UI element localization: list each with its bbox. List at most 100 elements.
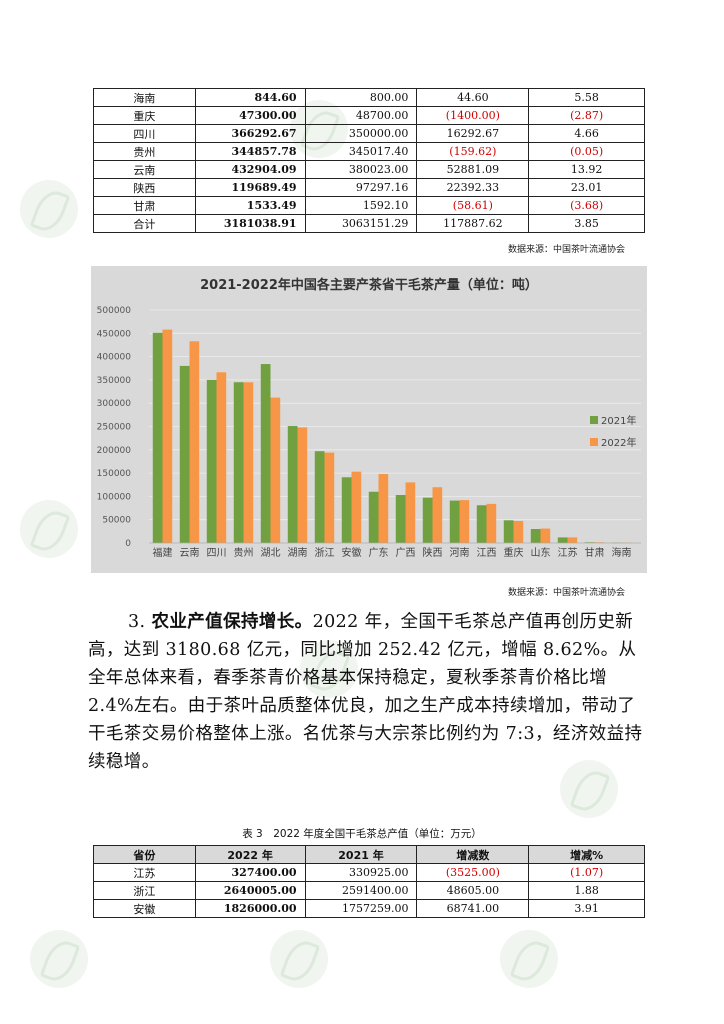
watermark-logo-icon	[270, 930, 328, 988]
y-tick-label: 500000	[97, 306, 132, 316]
x-tick-label: 安徽	[342, 546, 362, 559]
legend-swatch	[590, 438, 598, 446]
bar	[449, 500, 460, 543]
province-cell: 四川	[93, 124, 196, 143]
watermark-logo-icon	[30, 930, 88, 988]
province-cell: 合计	[93, 214, 196, 233]
province-cell: 甘肃	[93, 196, 196, 215]
x-tick-label: 陕西	[423, 546, 443, 559]
value-2022-cell: 3181038.91	[194, 214, 306, 233]
y-tick-label: 150000	[97, 469, 132, 479]
change-cell: (58.61)	[416, 196, 530, 215]
x-tick-label: 贵州	[234, 546, 254, 559]
column-header: 2022 年	[194, 845, 306, 864]
column-header: 增减数	[416, 845, 530, 864]
production-table: 海南 844.60 800.00 44.60 5.58 重庆 47300.00 48700.0…	[93, 88, 645, 233]
province-cell: 陕西	[93, 178, 196, 197]
change-pct-cell: (3.68)	[528, 196, 645, 215]
change-cell: (159.62)	[416, 142, 530, 161]
value-2021-cell: 345017.40	[304, 142, 418, 161]
x-tick-label: 广西	[396, 547, 416, 559]
bar	[503, 520, 514, 543]
bar	[314, 451, 325, 543]
legend-swatch	[590, 416, 598, 424]
output-value-table: 省份 2022 年 2021 年增减数 增减% 江苏 327400.00 330925.0…	[93, 845, 645, 918]
bar	[368, 491, 379, 543]
province-cell: 重庆	[93, 106, 196, 125]
bar	[513, 520, 524, 543]
table-row: 陕西 119689.49 97297.16 22392.33 23.01	[93, 178, 645, 197]
value-2021-cell: 2591400.00	[304, 881, 418, 900]
change-pct-cell: 5.58	[528, 88, 645, 107]
x-tick-label: 江西	[477, 547, 497, 559]
value-2021-cell: 3063151.29	[304, 214, 418, 233]
change-cell: 52881.09	[416, 160, 530, 179]
table-row: 甘肃 1533.49 1592.10 (58.61) (3.68)	[93, 196, 645, 215]
bar	[297, 427, 308, 543]
bar	[567, 537, 578, 543]
paragraph-heading: 农业产值保持增长。	[151, 612, 313, 632]
province-cell: 贵州	[93, 142, 196, 161]
paragraph-number: 3.	[128, 612, 146, 632]
bar	[270, 397, 281, 543]
bar	[422, 497, 433, 543]
province-cell: 云南	[93, 160, 196, 179]
y-tick-label: 0	[125, 539, 131, 549]
bar	[351, 471, 362, 543]
bar	[540, 528, 551, 543]
bar	[206, 379, 217, 543]
x-tick-label: 四川	[207, 548, 227, 559]
y-tick-label: 450000	[97, 329, 132, 339]
bar	[243, 382, 254, 543]
table-caption: 表 3 2022 年度全国干毛茶总产值（单位：万元）	[242, 828, 482, 840]
paragraph-text: 2022 年，全国干毛茶总产值再创历史新高，达到 3180.68 亿元，同比增加…	[88, 612, 643, 772]
x-tick-label: 河南	[450, 546, 470, 559]
bar	[557, 537, 568, 543]
column-header: 2021 年	[304, 845, 418, 864]
watermark-logo-icon	[20, 500, 78, 558]
x-tick-label: 江苏	[558, 546, 578, 559]
change-pct-cell: (1.07)	[528, 863, 645, 882]
bar	[530, 529, 541, 543]
x-tick-label: 甘肃	[585, 546, 605, 559]
x-tick-label: 海南	[612, 546, 632, 559]
y-tick-label: 50000	[102, 516, 131, 526]
x-tick-label: 广东	[369, 546, 389, 559]
change-cell: 68741.00	[416, 899, 530, 918]
y-tick-label: 400000	[97, 353, 132, 363]
bar	[189, 341, 200, 543]
table-row: 云南 432904.09 380023.00 52881.09 13.92	[93, 160, 645, 179]
x-tick-label: 福建	[153, 546, 173, 559]
bar	[405, 482, 416, 543]
value-2022-cell: 119689.49	[194, 178, 306, 197]
x-tick-label: 重庆	[504, 546, 524, 559]
bar	[459, 500, 470, 543]
province-cell: 浙江	[93, 881, 196, 900]
value-2021-cell: 48700.00	[304, 106, 418, 125]
change-cell: 16292.67	[416, 124, 530, 143]
x-tick-label: 山东	[531, 546, 551, 559]
x-tick-label: 湖南	[288, 546, 308, 559]
table-row: 安徽 1826000.00 1757259.00 68741.00 3.91	[93, 899, 645, 918]
watermark-logo-icon	[560, 760, 618, 818]
change-pct-cell: (2.87)	[528, 106, 645, 125]
value-2021-cell: 97297.16	[304, 178, 418, 197]
value-2021-cell: 350000.00	[304, 124, 418, 143]
bar	[233, 382, 244, 543]
value-2022-cell: 47300.00	[194, 106, 306, 125]
watermark-logo-icon	[300, 640, 358, 698]
bar	[260, 364, 271, 543]
change-pct-cell: 3.91	[528, 899, 645, 918]
y-tick-label: 350000	[97, 376, 132, 386]
province-cell: 海南	[93, 88, 196, 107]
body-paragraph: 3. 农业产值保持增长。2022 年，全国干毛茶总产值再创历史新高，达到 318…	[88, 608, 648, 776]
change-cell: 48605.00	[416, 881, 530, 900]
change-pct-cell: (0.05)	[528, 142, 645, 161]
x-tick-label: 浙江	[315, 547, 335, 559]
value-2022-cell: 2640005.00	[194, 881, 306, 900]
value-2022-cell: 366292.67	[194, 124, 306, 143]
y-tick-label: 300000	[97, 399, 132, 409]
table-row: 海南 844.60 800.00 44.60 5.58	[93, 88, 645, 107]
y-tick-label: 100000	[97, 492, 132, 502]
bar	[432, 487, 443, 543]
